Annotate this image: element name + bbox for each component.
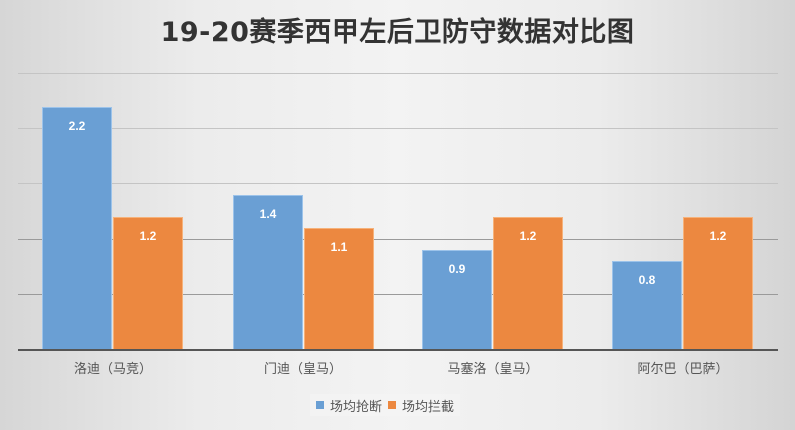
data-label: 1.2 [709,229,727,243]
data-label: 1.2 [519,229,537,243]
data-label: 1.4 [259,207,277,221]
legend-swatch-icon [316,401,324,409]
legend-label: 场均抢断 [330,399,383,415]
chart-title: 19-20赛季西甲左后卫防守数据对比图 [160,17,635,48]
bar-steals[interactable]: 2.2 [42,107,112,349]
legend-label: 场均拦截 [402,399,455,415]
bar-steals[interactable]: 0.8 [612,261,682,349]
bar-steals[interactable]: 1.4 [233,195,303,349]
x-axis-category-label: 阿尔巴（巴萨） [637,362,729,377]
data-label: 1.2 [139,229,157,243]
bar-interceptions[interactable]: 1.1 [304,228,374,349]
legend-item-steals[interactable]: 场均抢断 [316,396,382,415]
data-label: 1.1 [330,240,348,254]
data-label: 0.8 [638,273,656,287]
x-axis-category-label: 洛迪（马竞） [73,362,152,377]
gridline [18,128,778,129]
bar-interceptions[interactable]: 1.2 [113,217,183,349]
bar-interceptions[interactable]: 1.2 [493,217,563,349]
legend-item-interceptions[interactable]: 场均拦截 [388,396,454,415]
gridline [18,239,778,240]
bar-interceptions[interactable]: 1.2 [683,217,753,349]
x-axis-category-label: 门迪（皇马） [263,362,342,377]
x-axis-category-label: 马塞洛（皇马） [447,362,539,377]
data-label: 0.9 [448,262,466,276]
gridline [18,294,778,295]
legend-swatch-icon [388,401,397,409]
gridline [18,183,778,184]
data-label: 2.2 [68,119,86,133]
gridline [18,73,778,74]
legend: 场均抢断 场均拦截 [310,394,461,416]
bar-steals[interactable]: 0.9 [422,250,492,349]
x-axis-line [18,349,778,351]
